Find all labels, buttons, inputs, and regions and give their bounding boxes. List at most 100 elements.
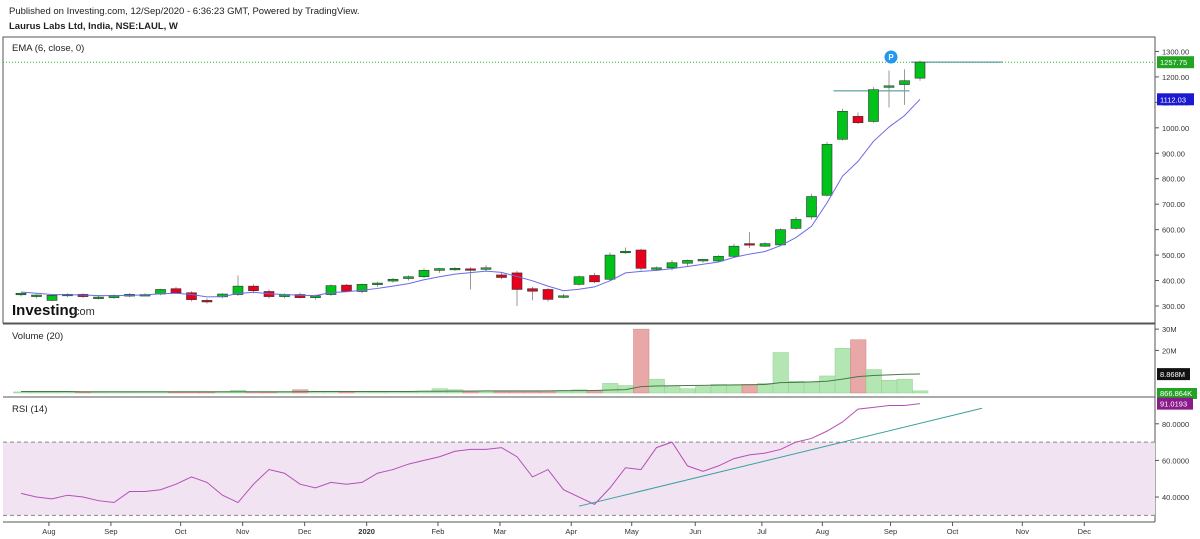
candle-body [434, 268, 445, 271]
logo-brand: Investing [12, 302, 78, 319]
candle-body [248, 285, 259, 292]
published-line: Published on Investing.com, 12/Sep/2020 … [9, 6, 360, 17]
rsi-value-box [1157, 397, 1193, 410]
candle-body [573, 276, 585, 285]
candle-body [310, 295, 321, 298]
candle-body [511, 272, 523, 290]
price-tick-label: 700.00 [1162, 200, 1185, 209]
volume-bar [912, 390, 929, 394]
last-price-box [1157, 56, 1194, 69]
ema-value-label: 1112.03 [1160, 95, 1186, 104]
x-tick-label: Dec [1078, 527, 1092, 536]
price-tick-label: 900.00 [1162, 149, 1185, 158]
volume-last-label: 866.864K [1160, 389, 1192, 398]
x-tick-label: Nov [236, 527, 250, 536]
volume-bar [834, 348, 851, 394]
candle-body [372, 282, 383, 285]
price-series: P 1257.75 1112.03 [3, 50, 1194, 306]
x-tick-label: Sep [104, 527, 117, 536]
volume-series: 30M 20M 8.868M 866.864K [13, 325, 1197, 399]
candle-body [775, 229, 786, 246]
volume-bar [137, 391, 154, 394]
x-tick-label: Dec [298, 527, 312, 536]
candle-body [186, 292, 197, 300]
candle-body [868, 89, 879, 122]
rsi-band [3, 442, 1155, 516]
volume-bar [28, 391, 45, 394]
candle-body [356, 284, 368, 292]
candle-body [759, 243, 771, 247]
ema-line [20, 98, 921, 298]
candle-body [31, 294, 42, 297]
volume-bar [524, 391, 541, 394]
candle-body [666, 262, 678, 269]
volume-bar [788, 381, 805, 394]
volume-bar [850, 339, 867, 394]
volume-bar [400, 391, 417, 394]
volume-bar [369, 391, 386, 394]
candle-body [899, 80, 910, 85]
candle-body [558, 295, 569, 298]
candle-body [465, 268, 476, 271]
volume-bar [75, 391, 92, 394]
candle-body [744, 243, 755, 246]
x-tick-label: Oct [175, 527, 188, 536]
candle-body [821, 144, 833, 196]
price-tick-label: 800.00 [1162, 175, 1185, 184]
x-axis: Aug Sep Oct Nov Dec 2020 Feb Mar Apr May Jun Jul Aug… [42, 522, 1091, 536]
rsi-line [20, 403, 921, 505]
candle-body [341, 284, 352, 292]
price-tick-label: 500.00 [1162, 251, 1185, 260]
rsi-panel-label: RSI (14) [12, 404, 47, 415]
volume-last-box [1157, 388, 1197, 399]
volume-bar [679, 388, 696, 394]
x-tick-label: Jul [757, 527, 767, 536]
candle-body [170, 288, 182, 294]
volume-bar [168, 392, 185, 394]
price-tick-label: 600.00 [1162, 226, 1185, 235]
price-tick-label: 1200.00 [1162, 73, 1189, 82]
candle-body [232, 285, 244, 295]
price-tick-label: 300.00 [1162, 302, 1185, 311]
volume-bar [881, 379, 898, 394]
chart-header: Published on Investing.com, 12/Sep/2020 … [9, 4, 359, 34]
candle-body [480, 267, 492, 270]
candle-body [589, 275, 600, 283]
candle-body [682, 260, 693, 264]
price-axis-ticks: 300.00 400.00 500.00 600.00 700.00 800.00 900.… [1155, 47, 1189, 311]
volume-tick-label: 30M [1162, 325, 1177, 334]
logo-suffix: .com [71, 306, 95, 318]
volume-ma-label: 8.868M [1160, 370, 1185, 379]
candle-body [697, 259, 709, 262]
volume-bar [44, 392, 61, 394]
symbol-title: Laurus Labs Ltd, India, NSE:LAUL, W [9, 21, 178, 32]
volume-bar [509, 391, 526, 394]
volume-bar [199, 392, 216, 394]
candle-body [449, 268, 461, 271]
last-price-label: 1257.75 [1160, 58, 1187, 67]
volume-bar [338, 391, 355, 394]
candle-body [604, 254, 616, 280]
price-tick-label: 400.00 [1162, 277, 1185, 286]
candle-body [790, 219, 802, 229]
volume-bar [896, 378, 913, 394]
x-tick-label: Oct [947, 527, 960, 536]
x-tick-label: Feb [431, 527, 444, 536]
rsi-value-label: 91.0193 [1160, 400, 1187, 409]
candle-body [46, 295, 58, 301]
candle-body [93, 296, 104, 299]
x-tick-label: May [625, 527, 639, 536]
rsi-series: 40.0000 60.0000 80.0000 91.0193 [3, 397, 1193, 516]
volume-bar [13, 391, 30, 394]
x-tick-label: Mar [493, 527, 506, 536]
volume-tick-label: 20M [1162, 346, 1177, 355]
candle-body [294, 294, 306, 298]
volume-ma-line [21, 373, 921, 393]
rsi-tick-label: 60.0000 [1162, 456, 1189, 465]
volume-bar [741, 384, 758, 394]
volume-bar [726, 385, 743, 394]
candle-body [651, 267, 662, 270]
x-tick-label: Sep [884, 527, 897, 536]
candle-body [542, 289, 554, 300]
